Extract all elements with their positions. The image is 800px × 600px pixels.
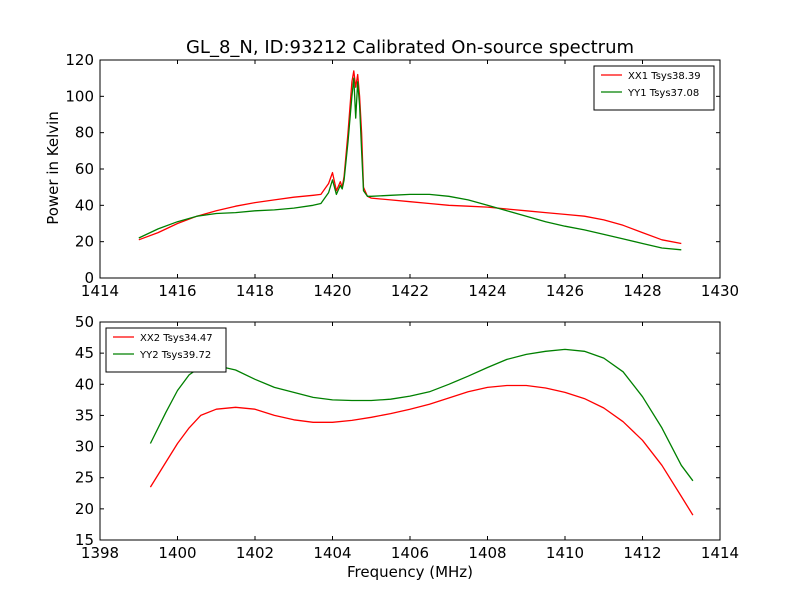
y-tick-label: 50 [75, 313, 94, 331]
y-tick-label: 40 [75, 375, 94, 393]
legend-box [593, 65, 715, 111]
y-tick-label: 40 [75, 196, 94, 214]
y-tick-label: 80 [75, 124, 94, 142]
y-tick-label: 20 [75, 500, 94, 518]
legend-label-1: XX1 Tsys38.39 [628, 71, 701, 82]
y-tick-label: 120 [65, 51, 94, 69]
x-tick-label: 1404 [313, 544, 351, 562]
x-tick-label: 1400 [158, 544, 196, 562]
y-tick-label: 25 [75, 469, 94, 487]
x-tick-label: 1414 [701, 544, 739, 562]
y-tick-label: 0 [84, 269, 94, 287]
legend-label-2: YY1 Tsys37.08 [627, 88, 699, 99]
x-tick-label: 1398 [81, 544, 119, 562]
x-axis-label: Frequency (MHz) [347, 563, 473, 581]
x-tick-label: 1426 [546, 282, 584, 300]
x-tick-label: 1418 [236, 282, 274, 300]
figure-title: GL_8_N, ID:93212 Calibrated On-source sp… [186, 37, 634, 58]
legend-box [105, 327, 227, 373]
x-tick-label: 1430 [701, 282, 739, 300]
y-tick-label: 35 [75, 406, 94, 424]
x-tick-label: 1410 [546, 544, 584, 562]
y-tick-label: 20 [75, 233, 94, 251]
top-plot: 1414 1416 1418 1420 1422 1424 1426 1428 1430 0 20 4… [65, 51, 739, 300]
x-tick-label: 1406 [391, 544, 429, 562]
x-tick-label: 1402 [236, 544, 274, 562]
y-tick-label: 60 [75, 160, 94, 178]
y-tick-label: 45 [75, 344, 94, 362]
x-tick-label: 1414 [81, 282, 119, 300]
y-tick-label: 30 [75, 438, 94, 456]
x-tick-label: 1408 [468, 544, 506, 562]
x-tick-label: 1424 [468, 282, 506, 300]
bottom-plot: 1398 1400 1402 1404 1406 1408 1410 1412 1414 15 20… [75, 313, 739, 562]
y-tick-label: 100 [65, 87, 94, 105]
x-tick-label: 1428 [623, 282, 661, 300]
x-tick-label: 1416 [158, 282, 196, 300]
legend-label-2: YY2 Tsys39.72 [139, 350, 211, 361]
x-tick-label: 1412 [623, 544, 661, 562]
series-line-2 [138, 77, 682, 251]
x-tick-label: 1420 [313, 282, 351, 300]
x-tick-label: 1422 [391, 282, 429, 300]
series-line-1 [138, 70, 682, 245]
y-axis-label: Power in Kelvin [44, 111, 62, 225]
y-tick-label: 15 [75, 531, 94, 549]
series-line-1 [149, 384, 694, 516]
legend-label-1: XX2 Tsys34.47 [140, 333, 213, 344]
